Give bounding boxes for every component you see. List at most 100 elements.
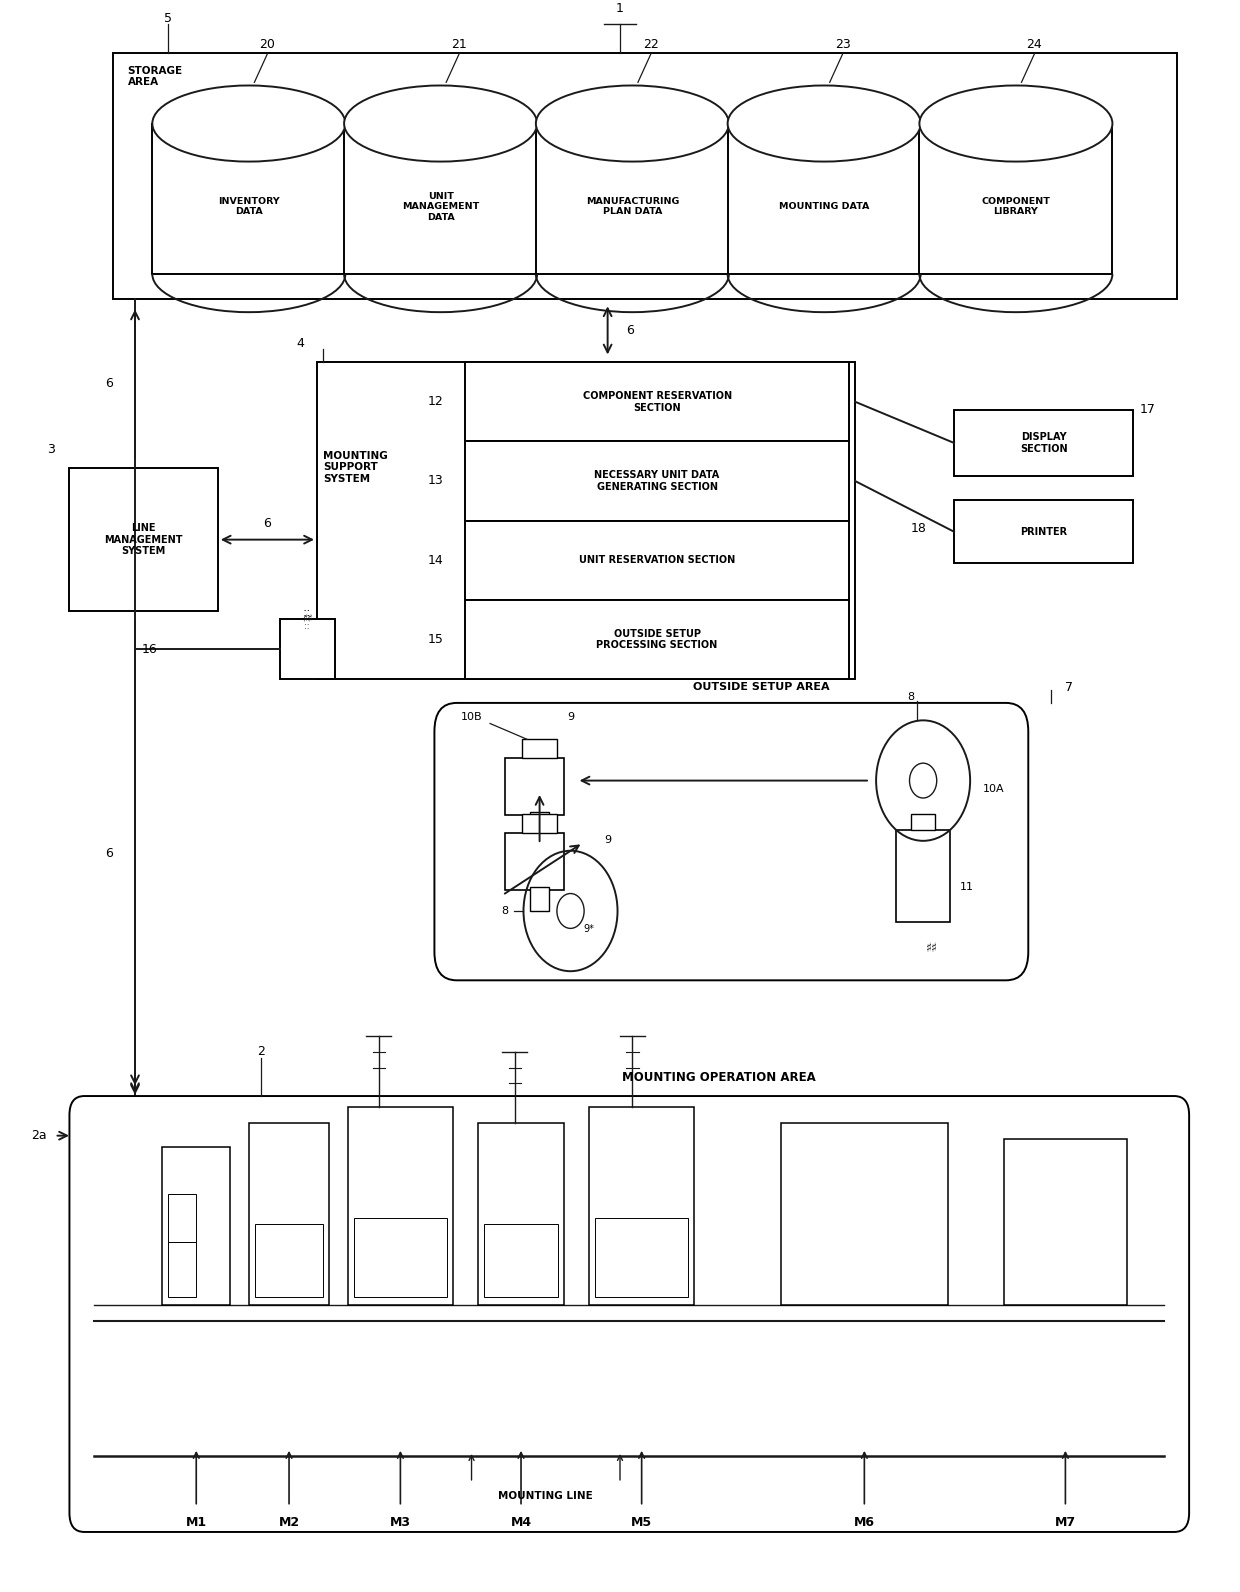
Bar xyxy=(347,1106,453,1305)
Ellipse shape xyxy=(153,86,345,161)
Bar xyxy=(162,1146,231,1305)
Text: 1: 1 xyxy=(616,2,624,14)
Bar xyxy=(465,600,849,680)
Text: COMPONENT
LIBRARY: COMPONENT LIBRARY xyxy=(982,197,1050,217)
Text: 5: 5 xyxy=(165,11,172,24)
Text: 11: 11 xyxy=(960,882,975,892)
Text: COMPONENT RESERVATION
SECTION: COMPONENT RESERVATION SECTION xyxy=(583,392,732,412)
Text: 22: 22 xyxy=(644,38,658,51)
Bar xyxy=(280,619,336,680)
Ellipse shape xyxy=(536,86,729,161)
Text: 24: 24 xyxy=(1027,38,1043,51)
Text: M7: M7 xyxy=(1055,1516,1076,1528)
Text: 16: 16 xyxy=(141,643,157,656)
Text: 15: 15 xyxy=(428,634,443,646)
Text: LINE
MANAGEMENT
SYSTEM: LINE MANAGEMENT SYSTEM xyxy=(104,524,184,556)
Bar xyxy=(505,833,564,890)
Text: M4: M4 xyxy=(511,1516,532,1528)
Text: 6: 6 xyxy=(105,847,113,860)
Ellipse shape xyxy=(728,86,920,161)
Text: M5: M5 xyxy=(631,1516,652,1528)
Text: 14: 14 xyxy=(428,554,443,567)
Text: 13: 13 xyxy=(428,474,443,487)
Text: 17: 17 xyxy=(1140,403,1156,417)
Text: PRINTER: PRINTER xyxy=(1021,527,1068,537)
Text: 2a: 2a xyxy=(31,1129,47,1141)
Bar xyxy=(69,468,218,611)
Text: UNIT
MANAGEMENT
DATA: UNIT MANAGEMENT DATA xyxy=(402,193,479,221)
Bar xyxy=(353,1218,446,1297)
Bar xyxy=(522,814,557,833)
Bar xyxy=(465,521,849,600)
Bar xyxy=(484,1224,558,1297)
Text: 2: 2 xyxy=(257,1046,265,1059)
Text: 9: 9 xyxy=(604,834,611,845)
Bar xyxy=(169,1242,196,1297)
Bar xyxy=(595,1218,688,1297)
Text: 7: 7 xyxy=(1065,680,1074,694)
Text: 6: 6 xyxy=(263,517,272,530)
Text: ♯♯: ♯♯ xyxy=(926,942,937,955)
Text: 21: 21 xyxy=(451,38,467,51)
Bar xyxy=(113,53,1177,299)
Text: MOUNTING
SUPPORT
SYSTEM: MOUNTING SUPPORT SYSTEM xyxy=(324,451,388,484)
Text: DISPLAY
SECTION: DISPLAY SECTION xyxy=(1021,431,1068,454)
FancyBboxPatch shape xyxy=(69,1095,1189,1532)
Text: 12: 12 xyxy=(428,395,443,408)
Text: MOUNTING LINE: MOUNTING LINE xyxy=(498,1490,593,1501)
Bar xyxy=(781,1122,947,1305)
Text: M6: M6 xyxy=(854,1516,875,1528)
Text: M1: M1 xyxy=(186,1516,207,1528)
Text: M2: M2 xyxy=(279,1516,300,1528)
Bar xyxy=(954,500,1133,564)
Bar xyxy=(169,1194,196,1242)
Text: 6: 6 xyxy=(105,377,113,390)
Bar xyxy=(728,124,920,274)
Text: MOUNTING DATA: MOUNTING DATA xyxy=(779,202,869,212)
Text: OUTSIDE SETUP
PROCESSING SECTION: OUTSIDE SETUP PROCESSING SECTION xyxy=(596,629,718,650)
Text: ꞉꞉: ꞉꞉ xyxy=(303,607,311,619)
Bar xyxy=(465,441,849,521)
Bar xyxy=(249,1122,330,1305)
Text: MANUFACTURING
PLAN DATA: MANUFACTURING PLAN DATA xyxy=(585,197,680,217)
FancyBboxPatch shape xyxy=(434,704,1028,981)
Bar xyxy=(343,124,537,274)
Text: STORAGE
AREA: STORAGE AREA xyxy=(128,65,182,88)
Bar xyxy=(465,361,849,441)
Bar xyxy=(536,124,729,274)
Bar xyxy=(505,758,564,815)
Text: 9: 9 xyxy=(567,712,574,723)
Text: 23: 23 xyxy=(835,38,851,51)
Bar xyxy=(153,124,345,274)
Text: NECESSARY UNIT DATA
GENERATING SECTION: NECESSARY UNIT DATA GENERATING SECTION xyxy=(594,470,719,492)
Ellipse shape xyxy=(343,86,537,161)
Bar xyxy=(529,812,549,836)
Text: MOUNTING OPERATION AREA: MOUNTING OPERATION AREA xyxy=(622,1070,816,1084)
Text: 10A: 10A xyxy=(982,783,1004,793)
Text: 10B: 10B xyxy=(461,712,482,723)
Text: 18: 18 xyxy=(911,522,926,535)
Text: INVENTORY
DATA: INVENTORY DATA xyxy=(218,197,280,217)
Bar xyxy=(529,887,549,911)
Text: 3: 3 xyxy=(47,443,55,455)
Bar xyxy=(897,829,950,922)
Text: UNIT RESERVATION SECTION: UNIT RESERVATION SECTION xyxy=(579,556,735,565)
Bar xyxy=(477,1122,564,1305)
Bar xyxy=(954,409,1133,476)
Text: 4: 4 xyxy=(296,336,305,350)
Text: 8: 8 xyxy=(501,906,508,915)
Text: 20: 20 xyxy=(259,38,275,51)
Text: ♯♯: ♯♯ xyxy=(301,613,312,624)
Text: 8: 8 xyxy=(908,691,914,702)
Text: OUTSIDE SETUP AREA: OUTSIDE SETUP AREA xyxy=(693,681,830,693)
Bar xyxy=(1003,1138,1127,1305)
Bar xyxy=(919,124,1112,274)
Bar xyxy=(589,1106,694,1305)
Bar xyxy=(910,814,935,829)
Text: 6: 6 xyxy=(626,323,634,338)
Bar xyxy=(317,361,856,680)
Bar xyxy=(255,1224,324,1297)
Text: 9*: 9* xyxy=(583,923,594,933)
Text: ꞉꞉: ꞉꞉ xyxy=(304,622,310,632)
Ellipse shape xyxy=(919,86,1112,161)
